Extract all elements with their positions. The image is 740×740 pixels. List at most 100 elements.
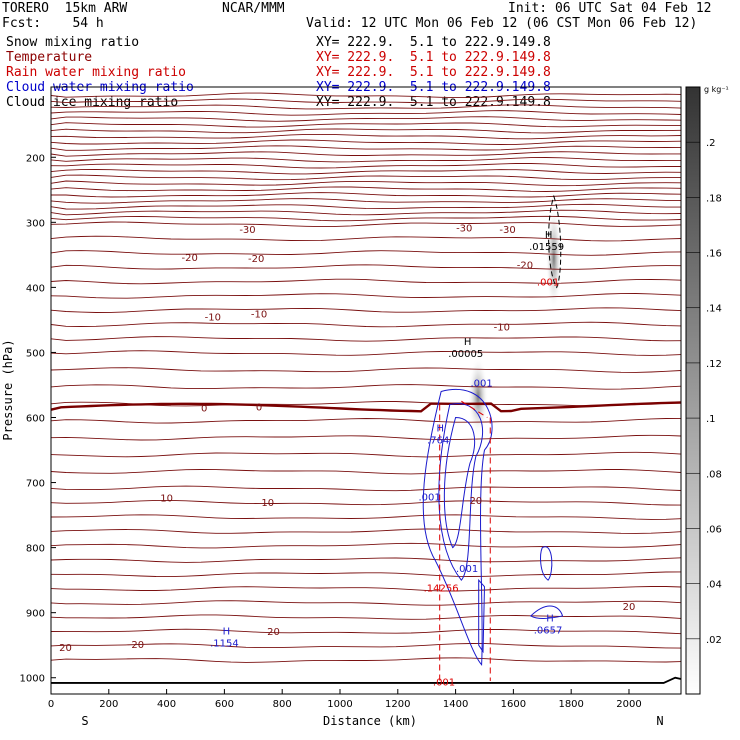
temperature-isotherm (50, 542, 682, 549)
x-tick-label: 400 (157, 699, 176, 710)
temperature-isotherm (51, 192, 682, 198)
temperature-contour-label: 20 (623, 602, 636, 613)
cloud-water-contour (540, 546, 553, 581)
extremum-marker: H (545, 230, 553, 241)
y-tick-label: 700 (26, 479, 45, 490)
temperature-contours (50, 92, 682, 684)
temperature-isotherm (50, 122, 681, 128)
x-tick-label: 1800 (558, 699, 583, 710)
temperature-contour-label: -30 (499, 225, 515, 236)
temperature-isotherm (50, 110, 682, 116)
valid-time: Valid: 12 UTC Mon 06 Feb 12 (06 CST Mon … (306, 16, 698, 31)
temperature-isotherm (50, 186, 682, 192)
extremum-value: .1154 (210, 639, 239, 650)
temperature-contour-label: 0 (201, 404, 207, 415)
temperature-isotherm (50, 307, 682, 313)
forecast-hour: Fcst: 54 h (2, 16, 104, 31)
temperature-isotherm (50, 600, 682, 606)
cloud-water-contour (422, 389, 493, 666)
extremum-marker: H (436, 424, 444, 435)
temperature-isotherm (50, 203, 681, 210)
x-axis: 0 200 400 600 800 1000 1200 1400 1600 1800 2000 (48, 689, 642, 710)
cloud-water-contour (529, 605, 564, 619)
colorbar-label: .08 (706, 469, 722, 480)
extremum-value: .001 (470, 378, 492, 389)
y-tick-label: 900 (26, 609, 45, 620)
temperature-isotherm (50, 434, 682, 441)
temperature-contour-label: -20 (248, 254, 264, 265)
temperature-isotherm (50, 169, 682, 175)
cloud-water-contours (422, 389, 564, 666)
temperature-isotherm (50, 198, 682, 204)
temperature-isotherm (50, 384, 682, 390)
extremum-value: .001 (433, 678, 455, 689)
x-tick-label: 800 (273, 699, 292, 710)
rain-water-contour (461, 400, 488, 418)
temperature-isotherm (50, 571, 682, 578)
colorbar-label: .2 (706, 138, 716, 149)
temperature-contour-label: 20 (469, 496, 482, 507)
temperature-contour-label: -10 (494, 322, 510, 333)
colorbar-label: .02 (706, 635, 722, 646)
extremum-marker: H (223, 627, 231, 638)
y-tick-label: 200 (26, 153, 45, 164)
temperature-isotherm (50, 514, 682, 520)
colorbar-label: .12 (706, 359, 722, 370)
extremum-value: .001 (537, 278, 559, 289)
field-name-temperature: Temperature (6, 50, 93, 65)
temperature-isotherm (50, 293, 682, 299)
field-xy-temperature: XY= 222.9. 5.1 to 222.9.149.8 (316, 50, 551, 65)
x-tick-label: 0 (48, 699, 54, 710)
temperature-contour-label: -10 (205, 313, 221, 324)
y-tick-label: 500 (26, 348, 45, 359)
y-tick-label: 800 (26, 544, 45, 555)
colorbar: .02 .04 .06 .08 .1 .12 .14 .16 .18 .2 (685, 86, 722, 695)
temperature-isotherm (50, 418, 682, 424)
temperature-isotherm (50, 321, 682, 328)
freezing-level-line (50, 401, 682, 413)
temperature-contour-label: -20 (517, 261, 533, 272)
x-tick-label: 1400 (443, 699, 468, 710)
temperature-isotherm (50, 367, 682, 373)
center-name: NCAR/MMM (222, 1, 285, 16)
temperature-isotherm (50, 215, 682, 222)
temperature-isotherm (50, 104, 682, 110)
south-label: S (81, 714, 88, 728)
field-name-snow: Snow mixing ratio (6, 35, 140, 50)
y-tick-label: 400 (26, 283, 45, 294)
temperature-isotherm (50, 528, 682, 534)
cloud-water-contour (478, 578, 485, 654)
x-tick-label: 2000 (616, 699, 641, 710)
colorbar-unit: g kg⁻¹ (704, 85, 729, 94)
contour-labels: -30 -30 -30 -20 -20 -20 -10 -10 -10 0 0 10 10 20 20 20 2… (59, 224, 635, 689)
rain-water-contours (439, 194, 562, 681)
y-tick-label: 1000 (20, 674, 45, 685)
extremum-value: .001 (456, 564, 478, 575)
temperature-isotherm (50, 157, 681, 163)
x-tick-label: 200 (99, 699, 118, 710)
x-tick-label: 1200 (385, 699, 410, 710)
x-tick-label: 600 (215, 699, 234, 710)
extremum-value: .01559 (529, 242, 564, 253)
x-tick-label: 1600 (501, 699, 526, 710)
plot-frame (50, 86, 682, 695)
temperature-contour-label: 20 (59, 643, 72, 654)
extremum-marker: H (464, 337, 472, 348)
y-axis-title: Pressure (hPa) (1, 339, 15, 440)
colorbar-label: .18 (706, 193, 722, 204)
extremum-value: .14256 (424, 583, 459, 594)
temperature-isotherm (50, 180, 682, 187)
extremum-value: .0657 (534, 626, 563, 637)
init-time: Init: 06 UTC Sat 04 Feb 12 (508, 1, 712, 16)
temperature-isotherm (50, 145, 682, 151)
extremum-value: .764 (427, 436, 449, 447)
temperature-isotherm (50, 151, 681, 157)
temperature-contour-label: 10 (261, 498, 274, 509)
temperature-isotherm (50, 614, 682, 620)
plot-header: TORERO 15km ARW NCAR/MMM Init: 06 UTC Sa… (0, 0, 740, 112)
model-name: TORERO 15km ARW (2, 1, 128, 16)
y-tick-label: 600 (26, 413, 45, 424)
temperature-isotherm (50, 264, 682, 270)
temperature-isotherm (50, 174, 681, 181)
temperature-isotherm (50, 657, 682, 663)
